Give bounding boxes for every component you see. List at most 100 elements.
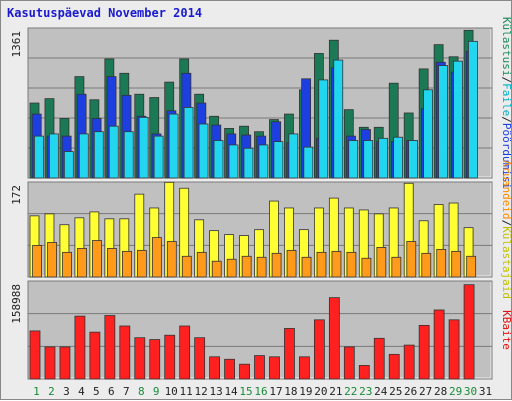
- bar-kbytes-day-10: [164, 334, 176, 380]
- bar-faile-day-10: [168, 113, 179, 179]
- bar-aruandeid-day-14: [226, 258, 237, 278]
- bar-faile-day-9: [153, 135, 164, 179]
- bar-aruandeid-day-16: [256, 256, 267, 278]
- top-side-legend: Külastusi/Faile/Pöördumisi: [500, 17, 512, 189]
- bar-aruandeid-day-12: [196, 251, 207, 278]
- x-tick-label-day-25: 25: [389, 385, 402, 398]
- x-tick-label-day-19: 19: [299, 385, 312, 398]
- bar-kbytes-day-14: [224, 358, 235, 380]
- middle-side-legend: Aruandeid/Külastajaid: [500, 160, 512, 299]
- bar-aruandeid-day-5: [92, 240, 102, 278]
- bottom-y-max-label: 158988: [10, 284, 23, 324]
- bar-aruandeid-day-25: [391, 256, 402, 278]
- bottom-side-legend-part: KBaite: [500, 310, 512, 350]
- bar-aruandeid-day-10: [166, 241, 177, 278]
- bar-aruandeid-day-3: [62, 251, 72, 278]
- bar-kbytes-day-7: [119, 325, 131, 380]
- bar-aruandeid-day-28: [436, 248, 447, 278]
- bar-faile-day-18: [288, 133, 299, 179]
- bar-aruandeid-day-13: [211, 260, 222, 278]
- bar-faile-day-23: [363, 140, 374, 179]
- bar-faile-day-7: [123, 131, 134, 179]
- bar-aruandeid-day-27: [421, 252, 432, 278]
- x-tick-label-day-4: 4: [78, 385, 85, 398]
- bar-kbytes-day-4: [74, 315, 86, 380]
- bar-kbytes-day-22: [343, 346, 355, 380]
- bar-faile-day-3: [63, 151, 74, 179]
- bar-faile-day-2: [48, 133, 59, 179]
- top-side-legend-part: Faile: [500, 83, 512, 116]
- bottom-side-legend: KBaite: [500, 310, 512, 350]
- bar-kbytes-day-3: [59, 346, 71, 380]
- bar-kbytes-day-29: [448, 319, 460, 380]
- x-tick-label-day-24: 24: [374, 385, 388, 398]
- x-tick-label-day-13: 13: [209, 385, 222, 398]
- bar-aruandeid-day-6: [107, 247, 117, 278]
- bar-kbytes-day-21: [328, 297, 340, 380]
- bar-faile-day-21: [333, 59, 344, 179]
- x-tick-label-day-3: 3: [63, 385, 70, 398]
- x-tick-label-day-7: 7: [123, 385, 130, 398]
- bar-aruandeid-day-23: [361, 257, 372, 278]
- bar-faile-day-22: [348, 140, 359, 179]
- x-tick-label-day-27: 27: [419, 385, 432, 398]
- bar-aruandeid-day-9: [151, 237, 162, 278]
- bar-kbytes-day-2: [44, 346, 56, 380]
- x-tick-label-day-11: 11: [180, 385, 193, 398]
- bar-faile-day-6: [108, 125, 119, 179]
- x-tick-label-day-14: 14: [224, 385, 238, 398]
- x-tick-label-day-9: 9: [153, 385, 160, 398]
- bar-kbytes-day-30: [463, 284, 475, 380]
- bar-kbytes-day-17: [269, 356, 280, 380]
- top-side-legend-part: /: [500, 116, 512, 123]
- bar-kbytes-day-20: [313, 319, 325, 380]
- bar-faile-day-4: [78, 133, 89, 179]
- x-tick-label-day-28: 28: [434, 385, 447, 398]
- bar-faile-day-26: [408, 140, 418, 179]
- bar-aruandeid-day-7: [122, 250, 132, 278]
- bar-aruandeid-day-24: [376, 247, 387, 278]
- x-tick-label-day-16: 16: [254, 385, 267, 398]
- bar-faile-day-1: [34, 135, 44, 179]
- bar-aruandeid-day-19: [301, 256, 312, 278]
- x-tick-label-day-18: 18: [284, 385, 297, 398]
- bar-aruandeid-day-15: [241, 255, 252, 278]
- middle-side-legend-part: Aruandeid: [500, 160, 512, 220]
- bar-aruandeid-day-29: [451, 250, 462, 278]
- x-tick-label-day-26: 26: [404, 385, 417, 398]
- bar-kbytes-day-13: [209, 356, 221, 380]
- x-tick-label-day-10: 10: [165, 385, 178, 398]
- bar-kbytes-day-1: [29, 330, 41, 380]
- bar-aruandeid-day-11: [181, 255, 192, 278]
- bar-faile-day-20: [318, 79, 329, 179]
- bar-faile-day-30: [468, 40, 478, 179]
- chart-title: Kasutuspäevad November 2014: [7, 6, 203, 20]
- bar-faile-day-27: [423, 89, 433, 179]
- top-side-legend-part: Külastusi: [500, 17, 512, 77]
- bar-faile-day-19: [303, 146, 314, 179]
- bar-faile-day-16: [258, 144, 269, 179]
- bar-faile-day-17: [273, 141, 284, 179]
- bar-faile-day-15: [243, 147, 254, 179]
- bar-faile-day-11: [183, 107, 194, 179]
- bar-kbytes-day-6: [104, 315, 116, 380]
- bar-aruandeid-day-17: [271, 252, 282, 278]
- x-tick-label-day-29: 29: [449, 385, 462, 398]
- bar-kbytes-day-9: [149, 339, 161, 380]
- bar-kbytes-day-12: [194, 337, 206, 380]
- bar-faile-day-25: [393, 136, 404, 179]
- x-tick-label-day-17: 17: [269, 385, 282, 398]
- bar-kbytes-day-27: [418, 324, 430, 380]
- bar-aruandeid-day-4: [77, 247, 87, 278]
- x-tick-label-day-23: 23: [359, 385, 372, 398]
- middle-y-max-label: 172: [10, 185, 23, 205]
- bar-aruandeid-day-22: [346, 251, 357, 278]
- x-tick-label-day-8: 8: [138, 385, 145, 398]
- bar-aruandeid-day-18: [286, 249, 297, 278]
- x-tick-label-day-5: 5: [93, 385, 100, 398]
- bar-kbytes-day-5: [89, 331, 101, 380]
- x-tick-label-day-31: 31: [479, 385, 492, 398]
- bar-faile-day-5: [93, 131, 104, 179]
